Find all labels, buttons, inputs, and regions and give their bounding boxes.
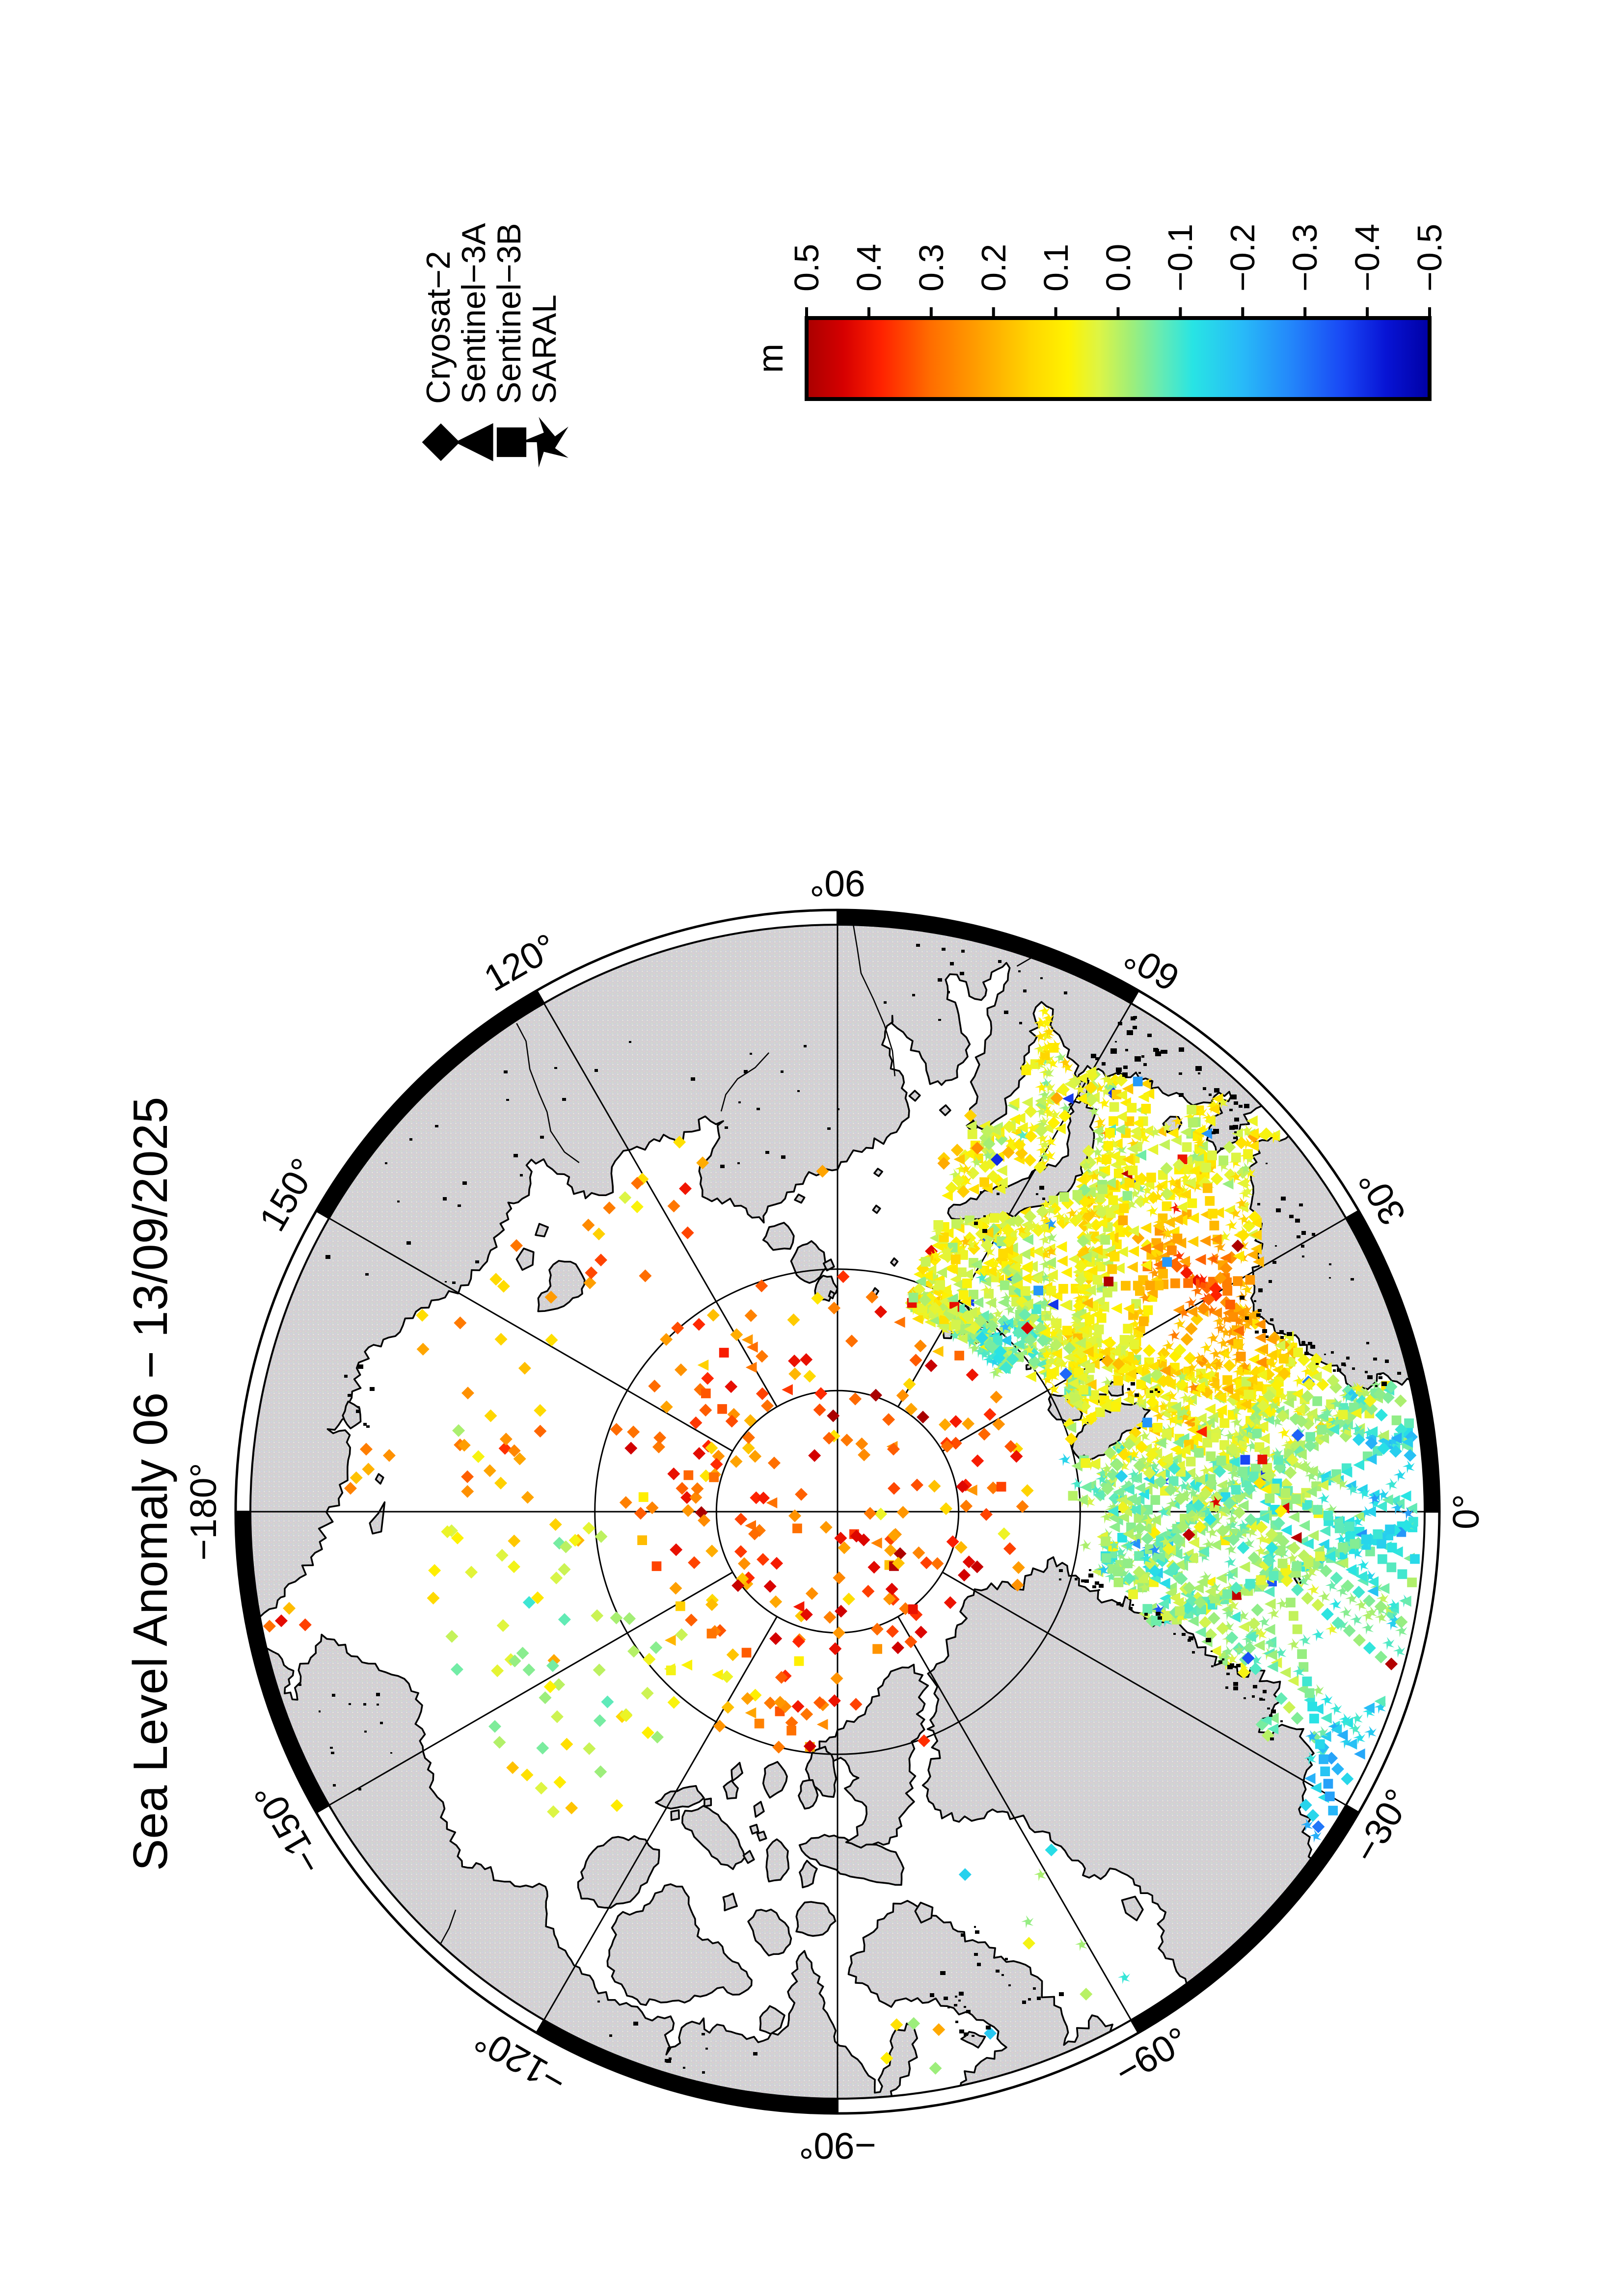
svg-text:0.3: 0.3 (912, 244, 950, 292)
svg-text:Cryosat−2: Cryosat−2 (420, 251, 457, 404)
svg-text:−0.3: −0.3 (1286, 224, 1324, 292)
svg-text:0.0: 0.0 (1099, 244, 1137, 292)
svg-text:90°: 90° (810, 863, 865, 904)
svg-text:0.1: 0.1 (1037, 244, 1075, 292)
svg-text:SARAL: SARAL (526, 294, 563, 404)
svg-text:−90°: −90° (799, 2125, 876, 2166)
svg-text:0°: 0° (1445, 1494, 1487, 1529)
svg-text:0.5: 0.5 (787, 244, 826, 292)
svg-text:−0.5: −0.5 (1410, 224, 1449, 292)
svg-text:Sentinel−3A: Sentinel−3A (455, 223, 492, 404)
svg-text:−0.4: −0.4 (1348, 224, 1386, 292)
svg-text:−180°: −180° (183, 1463, 224, 1561)
svg-text:−0.2: −0.2 (1223, 224, 1262, 292)
svg-text:m: m (751, 344, 790, 373)
svg-text:0.4: 0.4 (850, 244, 888, 292)
svg-text:Sentinel−3B: Sentinel−3B (490, 223, 528, 404)
svg-text:0.2: 0.2 (974, 244, 1013, 292)
svg-text:−0.1: −0.1 (1161, 224, 1199, 292)
svg-text:Sea Level Anomaly 06 − 13/09/2: Sea Level Anomaly 06 − 13/09/2025 (123, 1097, 177, 1871)
